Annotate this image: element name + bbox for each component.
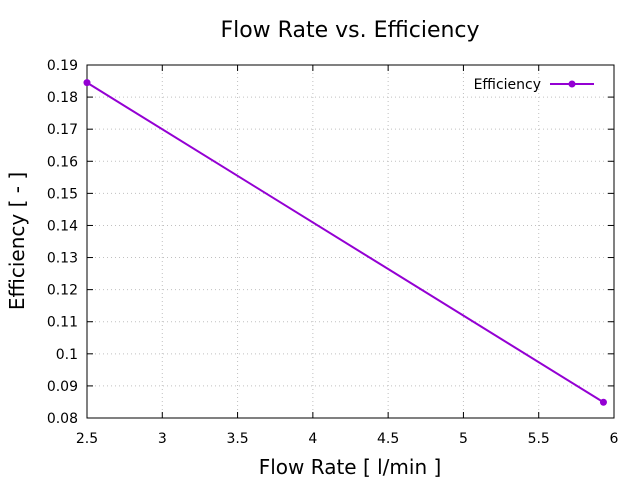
legend-label: Efficiency xyxy=(474,77,541,93)
x-tick-label: 6 xyxy=(610,431,619,447)
x-tick-labels: 2.5 3 3.5 4 4.5 5 5.5 6 xyxy=(76,431,619,447)
x-tick-label: 5 xyxy=(459,431,468,447)
y-axis-title: Efficiency [ - ] xyxy=(5,172,29,310)
y-tick-label: 0.16 xyxy=(47,154,78,170)
y-tick-label: 0.15 xyxy=(47,186,78,202)
y-tick-labels: 0.08 0.09 0.1 0.11 0.12 0.13 0.14 0.15 0.16 0.17 0… xyxy=(47,58,78,427)
x-tick-label: 4 xyxy=(308,431,317,447)
y-tick-label: 0.08 xyxy=(47,411,78,427)
series xyxy=(83,79,607,406)
efficiency-point xyxy=(83,79,91,87)
y-tick-label: 0.19 xyxy=(47,58,78,74)
y-tick-label: 0.13 xyxy=(47,251,78,267)
plot-frame xyxy=(86,64,615,419)
legend-marker-swatch xyxy=(568,80,576,88)
x-tick-label: 3.5 xyxy=(226,431,248,447)
y-tick-label: 0.1 xyxy=(56,347,78,363)
grid xyxy=(87,65,614,418)
legend: Efficiency xyxy=(474,77,594,93)
x-tick-label: 4.5 xyxy=(377,431,399,447)
y-tick-label: 0.11 xyxy=(47,315,78,331)
y-tick-label: 0.09 xyxy=(47,379,78,395)
chart-title: Flow Rate vs. Efficiency xyxy=(220,18,479,43)
y-tick-label: 0.14 xyxy=(47,218,78,234)
efficiency-line xyxy=(86,81,604,404)
y-tick-label: 0.18 xyxy=(47,90,78,106)
x-axis-title: Flow Rate [ l/min ] xyxy=(259,455,442,479)
axis-ticks xyxy=(86,64,615,419)
x-tick-label: 2.5 xyxy=(76,431,98,447)
x-tick-label: 5.5 xyxy=(528,431,550,447)
x-tick-label: 3 xyxy=(158,431,167,447)
y-tick-label: 0.17 xyxy=(47,122,78,138)
y-tick-label: 0.12 xyxy=(47,283,78,299)
efficiency-point xyxy=(599,398,607,406)
